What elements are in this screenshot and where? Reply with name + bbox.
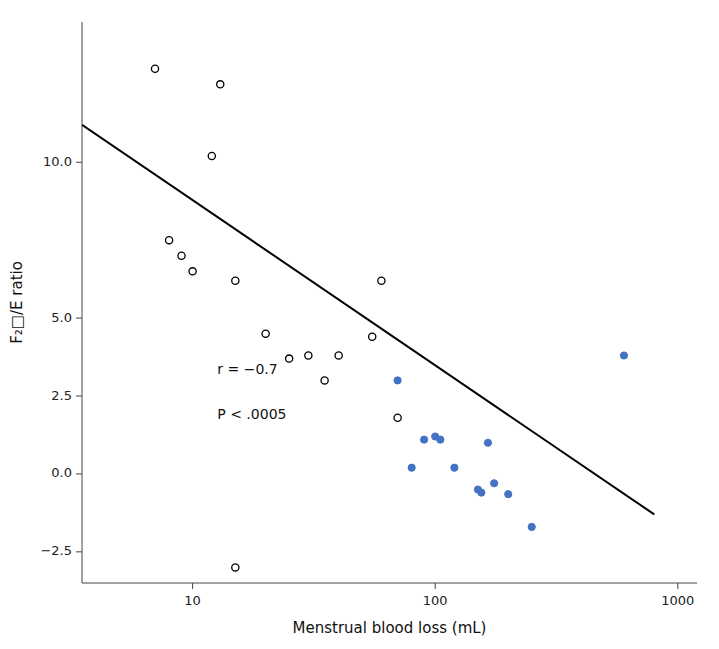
open-point: [394, 414, 401, 421]
filled-point: [478, 489, 485, 496]
y-tick: [76, 318, 82, 319]
filled-point: [528, 523, 535, 530]
open-point: [321, 377, 328, 384]
filled-point: [394, 377, 401, 384]
filled-point: [505, 491, 512, 498]
y-axis-label: F₂□/E ratio: [8, 261, 26, 344]
x-tick-label: 100: [423, 593, 448, 608]
filled-point: [420, 436, 427, 443]
open-point: [262, 330, 269, 337]
background: [0, 0, 719, 649]
y-tick: [76, 551, 82, 552]
regression-line: [82, 125, 654, 515]
y-tick-label: −2.5: [40, 543, 72, 558]
x-tick: [677, 583, 678, 589]
y-tick: [76, 162, 82, 163]
open-point: [378, 277, 385, 284]
filled-point: [437, 436, 444, 443]
y-tick-label: 2.5: [51, 388, 72, 403]
open-point: [335, 352, 342, 359]
filled-point: [484, 439, 491, 446]
open-point: [286, 355, 293, 362]
open-point: [208, 152, 215, 159]
annotation: P < .0005: [217, 406, 286, 422]
y-tick-label: 0.0: [51, 465, 72, 480]
axes: 10 100 1000 −2.5 0.0 2.5 5.0 10.0: [40, 22, 697, 608]
x-axis-label: Menstrual blood loss (mL): [293, 619, 487, 637]
filled-point: [408, 464, 415, 471]
x-tick-label: 10: [184, 593, 201, 608]
open-point: [165, 237, 172, 244]
open-point: [189, 268, 196, 275]
open-point: [232, 564, 239, 571]
filled-point: [491, 480, 498, 487]
y-tick: [76, 396, 82, 397]
open-point: [305, 352, 312, 359]
open-point: [178, 252, 185, 259]
plot-data: [82, 65, 654, 571]
annotation: r = −0.7: [217, 361, 277, 377]
x-axis-line: [82, 583, 697, 584]
open-point: [369, 333, 376, 340]
x-tick-label: 1000: [661, 593, 694, 608]
y-tick-label: 5.0: [51, 310, 72, 325]
filled-point: [451, 464, 458, 471]
filled-point: [620, 352, 627, 359]
x-tick: [192, 583, 193, 589]
y-tick: [76, 473, 82, 474]
open-point: [151, 65, 158, 72]
chart: 10 100 1000 −2.5 0.0 2.5 5.0 10.0 Menstrual bloo…: [0, 0, 719, 649]
y-tick-label: 10.0: [43, 154, 72, 169]
y-axis-line: [82, 22, 83, 583]
open-point: [217, 81, 224, 88]
open-point: [232, 277, 239, 284]
x-tick: [435, 583, 436, 589]
